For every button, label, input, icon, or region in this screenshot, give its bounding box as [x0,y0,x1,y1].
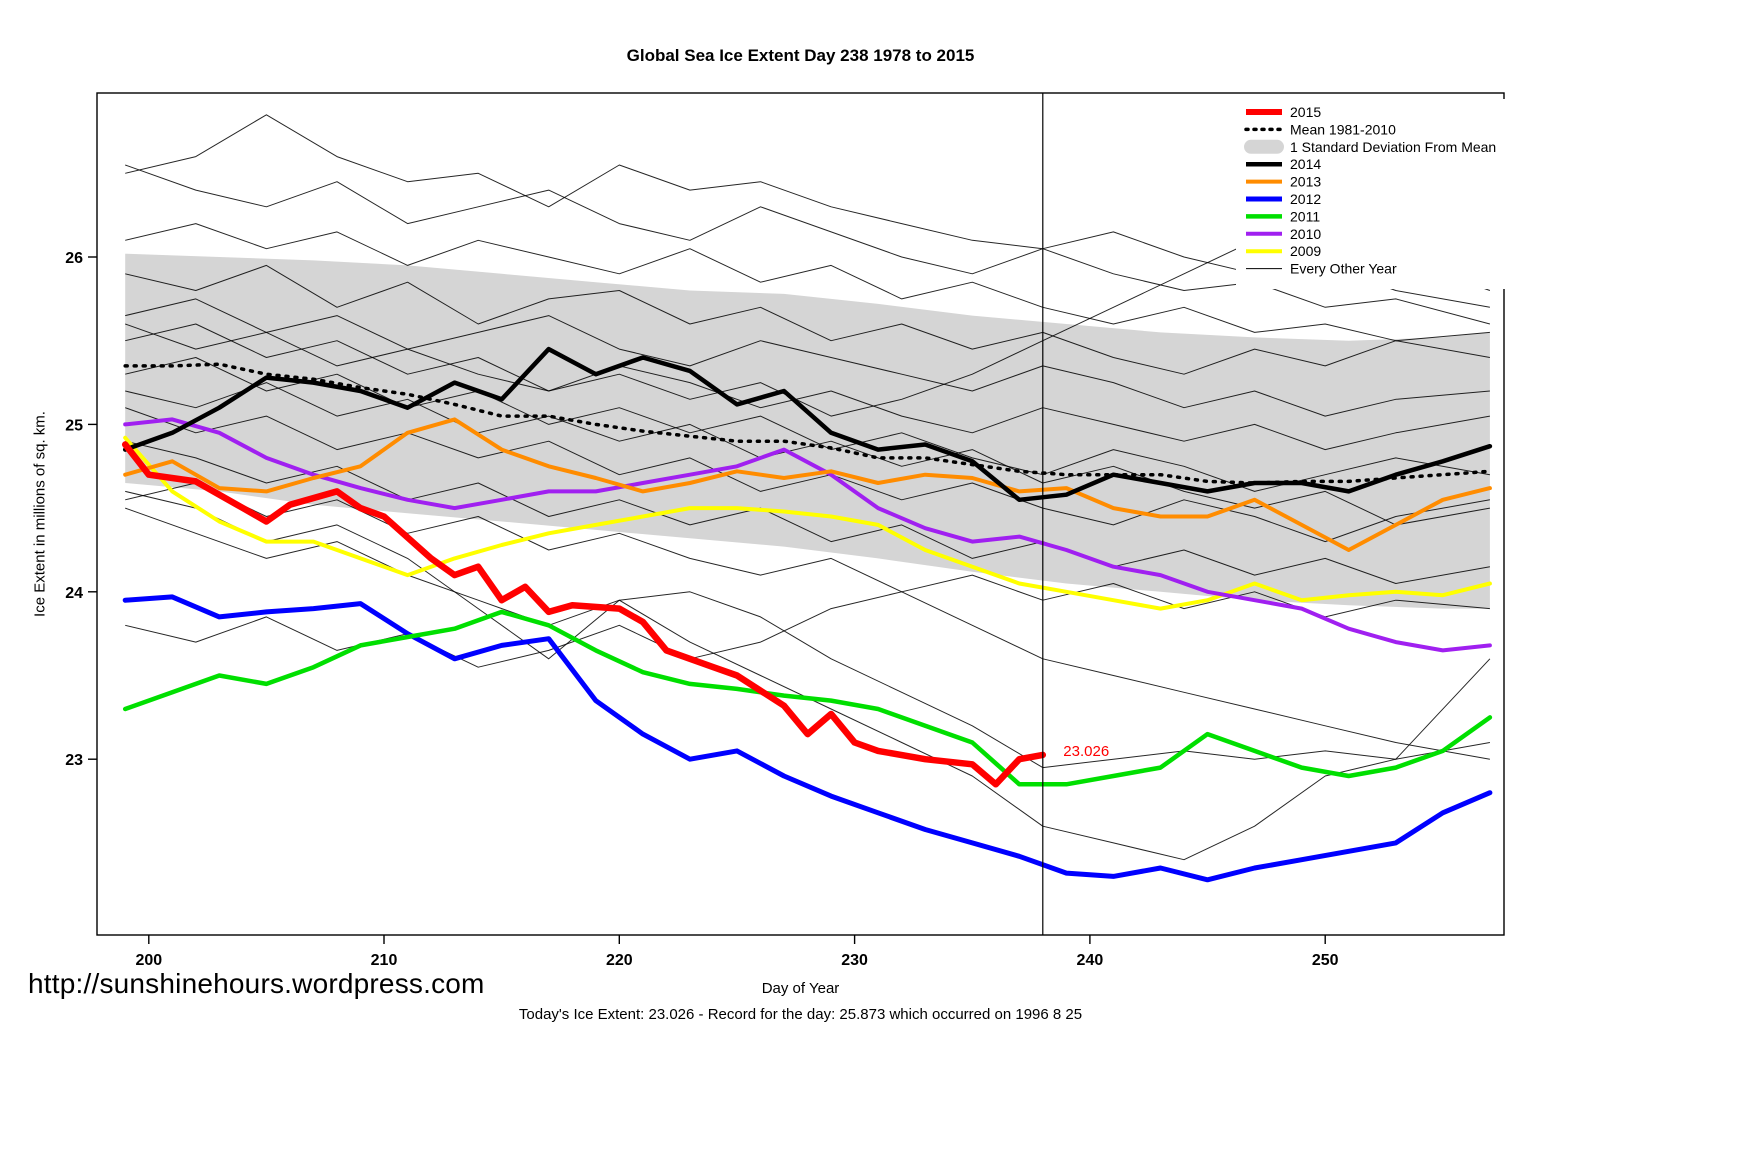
legend-label: Every Other Year [1290,261,1397,277]
x-tick-label: 240 [1077,952,1104,969]
plot-border [96,92,1505,936]
legend-label: Mean 1981-2010 [1290,121,1396,137]
other-year-line [125,490,1490,861]
legend-label: 1 Standard Deviation From Mean [1290,139,1496,155]
other-year-line [125,482,1490,618]
chart-title: Global Sea Ice Extent Day 238 1978 to 20… [626,46,975,65]
series-line-2009 [123,435,1492,611]
series-line-2011 [122,609,1493,787]
other-year-line [125,223,1490,342]
x-tick-label: 210 [371,952,398,969]
footer-url-text: http://sunshinehours.wordpress.com [28,968,485,999]
x-axis-label: Day of Year [761,980,840,997]
x-tick-label: 220 [606,952,633,969]
current-value-annotation: 23.026 [1063,743,1109,760]
series-line-2013 [123,417,1492,552]
x-tick-label: 200 [135,952,162,969]
x-tick-label: 250 [1312,952,1339,969]
legend-label: 2014 [1290,156,1321,172]
footer-status-text: Today's Ice Extent: 23.026 - Record for … [518,1006,1083,1023]
legend-label: 2010 [1290,226,1321,242]
legend-label: 2009 [1290,243,1321,259]
series-line-2014 [122,346,1493,503]
std-deviation-band [125,253,1490,609]
series-line-2010 [123,417,1492,653]
legend-band-swatch [1244,139,1284,154]
legend-label: 2013 [1290,174,1321,190]
y-tick-label: 26 [65,250,83,267]
legend-label: 2012 [1290,191,1321,207]
other-year-line [125,440,1490,584]
other-year-line [125,264,1490,375]
y-tick-label: 24 [65,585,83,602]
x-tick-label: 230 [841,952,868,969]
y-tick-label: 25 [65,417,83,434]
other-year-line [125,407,1490,543]
legend-label: 2015 [1290,104,1321,120]
legend-label: 2011 [1290,208,1320,224]
series-line-2015 [121,441,1047,788]
y-tick-label: 23 [65,752,83,769]
other-year-line [125,298,1490,417]
other-year-line [125,591,1490,760]
other-year-line [125,507,1491,769]
series-line-2012 [122,594,1493,883]
